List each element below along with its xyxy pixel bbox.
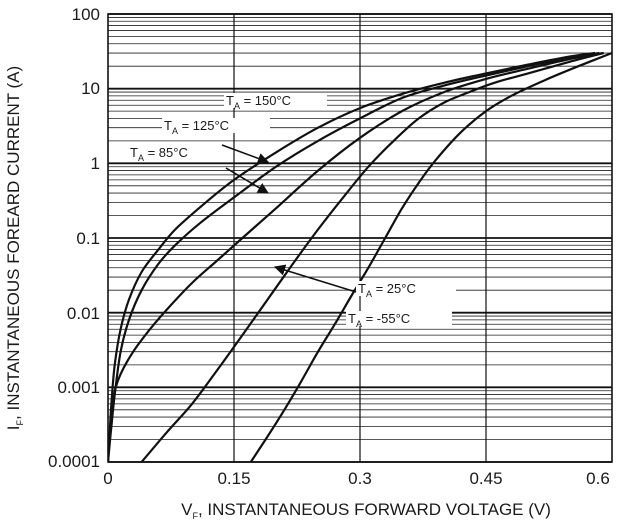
annotation-background <box>162 118 270 133</box>
annotation-background <box>224 93 327 108</box>
annotation-background <box>128 145 220 160</box>
y-tick-label: 10 <box>81 79 100 98</box>
series-curve <box>108 51 604 462</box>
annotation-arrow <box>221 144 270 164</box>
annotation-25c: TA = 25°C <box>358 281 416 299</box>
y-tick-label: 0.1 <box>76 229 100 248</box>
annotation-arrow <box>273 264 357 293</box>
annotation-background <box>346 311 452 326</box>
y-tick-label: 0.001 <box>57 378 100 397</box>
y-tick-label: 0.01 <box>67 304 100 323</box>
x-tick-labels: 0 0.15 0.3 0.45 0.6 <box>103 469 610 488</box>
y-tick-labels: 100 10 1 0.1 0.01 0.001 0.0001 <box>48 5 100 471</box>
x-tick-label: 0.3 <box>348 469 372 488</box>
plot-frame <box>107 13 613 463</box>
x-axis-title: VF, INSTANTANEOUS FORWARD VOLTAGE (V) <box>181 500 551 521</box>
x-tick-label: 0 <box>103 469 112 488</box>
series-curve <box>249 51 612 462</box>
temperature-annotations: TA = 150°C TA = 125°C TA = 85°C TA = 25°… <box>128 93 456 329</box>
x-tick-label: 0.45 <box>469 469 502 488</box>
y-tick-label: 1 <box>91 154 100 173</box>
annotation-125c: TA = 125°C <box>164 118 229 136</box>
series-curve <box>140 51 604 462</box>
y-axis-title: IF, INSTANTANEOUS FOREARD CURRENT (A) <box>4 66 25 430</box>
series-curve <box>108 51 600 462</box>
annotation-minus55c: TA = -55°C <box>348 311 410 329</box>
annotation-150c: TA = 150°C <box>226 93 291 111</box>
x-tick-label: 0.15 <box>217 469 250 488</box>
annotation-background <box>356 281 456 296</box>
curve-layer <box>108 51 612 462</box>
y-tick-label: 100 <box>72 5 100 24</box>
annotation-arrow <box>225 167 269 194</box>
series-curve <box>108 51 596 462</box>
x-tick-label: 0.6 <box>586 469 610 488</box>
y-tick-label: 0.0001 <box>48 452 100 471</box>
annotation-85c: TA = 85°C <box>130 145 188 163</box>
